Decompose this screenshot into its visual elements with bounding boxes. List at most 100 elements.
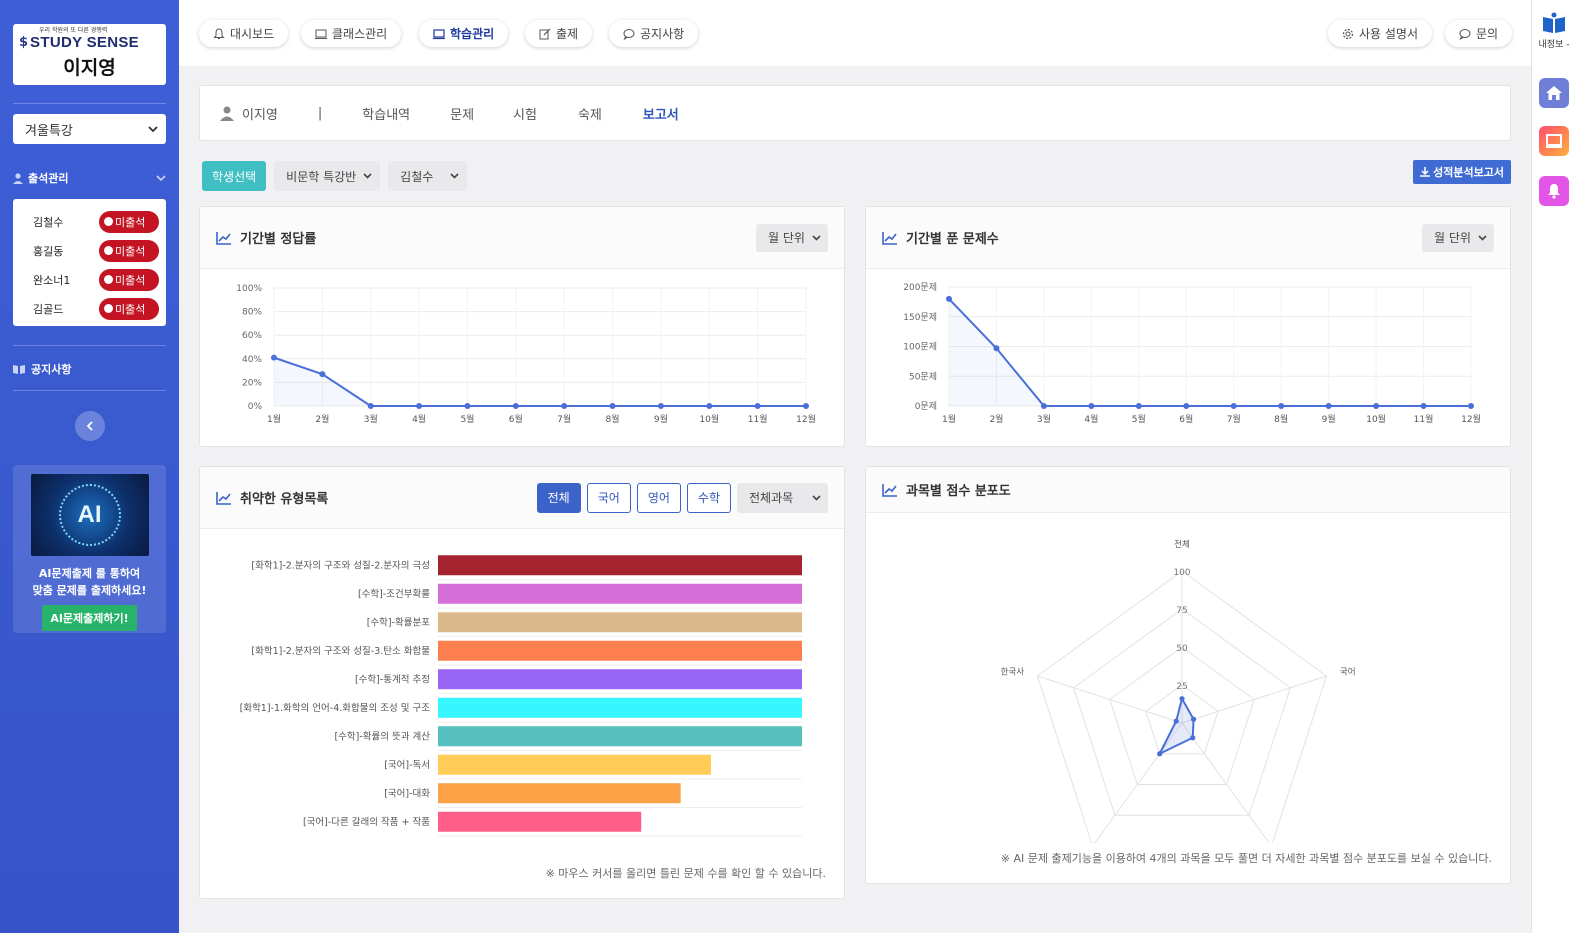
data-point bbox=[1088, 403, 1095, 409]
nav-question-creation-label: 출제 bbox=[556, 27, 579, 41]
nav-learning-management[interactable]: 학습관리 bbox=[419, 20, 509, 47]
radar-note: ※ AI 문제 출제기능을 이용하여 4개의 과목을 모두 풀면 더 자세한 과… bbox=[1000, 852, 1492, 865]
radar-axis-line bbox=[1181, 722, 1272, 847]
attendance-row: 김골드 미출석 bbox=[33, 294, 159, 323]
x-tick-label: 1월 bbox=[267, 413, 281, 425]
subject-radar-chart: 전체국어영어수학한국사100755025 bbox=[1001, 539, 1356, 868]
rail-class-button[interactable] bbox=[1539, 126, 1569, 156]
attendance-row: 홍길동 미출석 bbox=[33, 236, 159, 265]
y-tick-label: 80% bbox=[242, 308, 262, 318]
student-name: 이지영 bbox=[242, 107, 278, 123]
x-tick-label: 12월 bbox=[796, 413, 816, 425]
subject-filter-math[interactable]: 수학 bbox=[686, 482, 731, 513]
attendance-section-header[interactable]: 출석관리 bbox=[13, 171, 166, 185]
chevron-down-icon bbox=[363, 173, 372, 179]
category-label: [화학1]-2.분자의 구조와 성질-2.분자의 극성 bbox=[251, 559, 430, 571]
accuracy-panel-title: 기간별 정답률 bbox=[240, 232, 317, 247]
grade-analysis-report-label: 성적분석보고서 bbox=[1433, 166, 1504, 179]
data-point bbox=[1420, 403, 1427, 409]
radar-data-point bbox=[1173, 718, 1179, 724]
tab-homework[interactable]: 숙제 bbox=[577, 107, 602, 123]
sidebar-collapse-button[interactable] bbox=[74, 411, 105, 441]
nav-question-creation[interactable]: 출제 bbox=[525, 20, 593, 47]
status-dot-icon bbox=[104, 217, 113, 226]
nav-inquiry[interactable]: 문의 bbox=[1445, 20, 1513, 47]
x-tick-label: 2월 bbox=[315, 413, 329, 425]
bar bbox=[438, 811, 642, 832]
rail-home-button[interactable] bbox=[1539, 78, 1569, 108]
x-tick-label: 1월 bbox=[942, 413, 956, 425]
ai-logo: AI bbox=[58, 484, 121, 546]
brand-logo-card[interactable]: 우리 학원의 또 다른 경쟁력 $ STUDY SENSE 이지영 bbox=[13, 24, 166, 85]
data-point bbox=[1230, 403, 1237, 409]
nav-notice[interactable]: 공지사항 bbox=[609, 20, 699, 47]
class-select[interactable]: 겨울특강 bbox=[13, 114, 166, 144]
my-info-button[interactable]: 내정보 - bbox=[1532, 0, 1576, 50]
subject-filter-all[interactable]: 전체 bbox=[536, 482, 581, 513]
data-point bbox=[657, 403, 664, 409]
ai-promo-image: AI bbox=[30, 474, 149, 556]
x-tick-label: 10월 bbox=[699, 413, 719, 425]
book-icon bbox=[13, 365, 25, 374]
radar-grid-ring bbox=[1145, 684, 1219, 755]
tab-questions[interactable]: 문제 bbox=[450, 107, 475, 123]
y-tick-label: 50문제 bbox=[909, 371, 937, 382]
radar-data-point bbox=[1157, 751, 1163, 757]
category-label: [국어]-대화 bbox=[384, 788, 430, 799]
attendance-student-name: 김철수 bbox=[33, 215, 64, 229]
series-line bbox=[273, 356, 806, 407]
attendance-status-label: 미출석 bbox=[115, 302, 146, 316]
data-point bbox=[271, 354, 277, 361]
chart-line-icon bbox=[216, 491, 231, 505]
attendance-status-label: 미출석 bbox=[115, 273, 146, 287]
attendance-status-badge[interactable]: 미출석 bbox=[99, 239, 159, 262]
radar-tick-label: 50 bbox=[1176, 644, 1188, 654]
bar bbox=[438, 669, 802, 690]
radar-grid-ring bbox=[1072, 608, 1292, 816]
x-tick-label: 8월 bbox=[606, 413, 620, 425]
weak-types-bar-chart: [화학1]-2.분자의 구조와 성질-2.분자의 극성 [수학]-조건부확률 [수학… bbox=[240, 555, 802, 837]
sidebar-divider bbox=[13, 103, 166, 104]
category-label: [수학]-통계적 추정 bbox=[355, 673, 430, 685]
ai-promo-card: AI AI문제출제 를 통하여 맞춤 문제를 출제하세요! AI문제출제하기! bbox=[13, 465, 166, 633]
accuracy-unit-select[interactable]: 월 단위 bbox=[756, 223, 828, 252]
accuracy-unit-value: 월 단위 bbox=[768, 231, 805, 245]
subject-select[interactable]: 전체과목 bbox=[737, 482, 828, 513]
nav-manual[interactable]: 사용 설명서 bbox=[1328, 20, 1433, 47]
student-filter-value: 김철수 bbox=[400, 169, 434, 184]
tab-separator: | bbox=[317, 105, 323, 121]
student-filter-select[interactable]: 김철수 bbox=[388, 161, 468, 191]
subject-filter-english[interactable]: 영어 bbox=[636, 482, 681, 513]
class-filter-select[interactable]: 비문학 특강반 bbox=[274, 161, 381, 191]
tab-exams[interactable]: 시험 bbox=[513, 107, 537, 123]
solved-unit-select[interactable]: 월 단위 bbox=[1422, 223, 1494, 252]
nav-class-management[interactable]: 클래스관리 bbox=[301, 20, 402, 47]
x-tick-label: 10월 bbox=[1366, 413, 1386, 425]
subject-filter-korean[interactable]: 국어 bbox=[586, 482, 631, 513]
data-point bbox=[464, 403, 471, 409]
ai-generate-button[interactable]: AI문제출제하기! bbox=[42, 605, 137, 631]
book-open-icon bbox=[1543, 12, 1565, 33]
attendance-student-name: 완소너1 bbox=[33, 273, 71, 287]
data-point bbox=[754, 403, 761, 409]
attendance-row: 김철수 미출석 bbox=[33, 207, 159, 236]
attendance-status-badge[interactable]: 미출석 bbox=[99, 268, 159, 291]
x-tick-label: 4월 bbox=[1084, 413, 1098, 425]
select-student-button[interactable]: 학생선택 bbox=[202, 161, 267, 191]
tab-learning-history[interactable]: 학습내역 bbox=[362, 107, 411, 123]
class-filter-value: 비문학 특강반 bbox=[286, 169, 357, 184]
bar bbox=[438, 583, 802, 604]
class-select-value: 겨울특강 bbox=[25, 123, 73, 139]
rail-notification-button[interactable] bbox=[1539, 176, 1569, 206]
y-tick-label: 20% bbox=[242, 378, 262, 388]
chat-icon bbox=[623, 28, 635, 40]
attendance-status-badge[interactable]: 미출석 bbox=[99, 297, 159, 320]
attendance-status-badge[interactable]: 미출석 bbox=[99, 210, 159, 233]
data-point bbox=[1373, 403, 1380, 409]
grade-analysis-report-button[interactable]: 성적분석보고서 bbox=[1413, 160, 1511, 184]
tab-report[interactable]: 보고서 bbox=[642, 107, 679, 123]
notice-section-header[interactable]: 공지사항 bbox=[13, 362, 166, 376]
data-point bbox=[319, 371, 326, 378]
nav-dashboard[interactable]: 대시보드 bbox=[199, 20, 289, 47]
radar-series-area bbox=[1157, 696, 1195, 756]
